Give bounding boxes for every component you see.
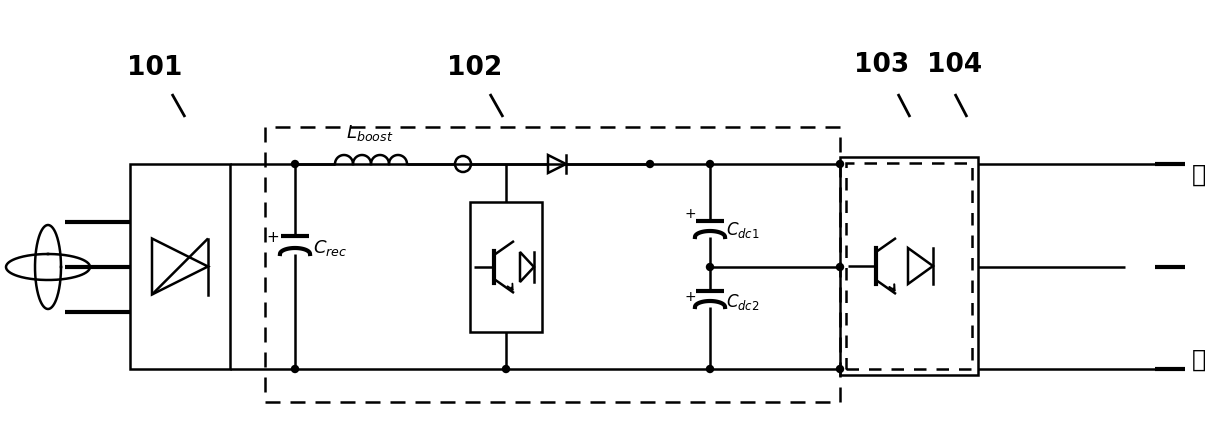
Text: 103: 103	[855, 52, 909, 78]
Circle shape	[836, 366, 844, 373]
Text: +: +	[684, 206, 696, 221]
Text: 102: 102	[447, 55, 502, 81]
Bar	[471, 203, 542, 332]
Text: 电: 电	[1192, 163, 1206, 187]
Circle shape	[707, 366, 713, 373]
Bar	[265, 128, 840, 402]
Bar	[846, 164, 972, 369]
Text: 101: 101	[127, 55, 183, 81]
Text: $L_{boost}$: $L_{boost}$	[346, 123, 394, 143]
Text: $C_{dc1}$: $C_{dc1}$	[727, 219, 759, 240]
Polygon shape	[549, 156, 566, 174]
Circle shape	[836, 264, 844, 271]
Text: $C_{rec}$: $C_{rec}$	[313, 237, 347, 258]
Circle shape	[291, 161, 299, 168]
Polygon shape	[908, 249, 933, 284]
Bar	[130, 165, 230, 369]
Text: $C_{dc2}$: $C_{dc2}$	[727, 291, 759, 311]
Text: 104: 104	[928, 52, 983, 78]
Text: 网: 网	[1192, 347, 1206, 371]
Circle shape	[707, 161, 713, 168]
Circle shape	[646, 161, 653, 168]
Circle shape	[502, 366, 510, 373]
Text: +: +	[684, 289, 696, 303]
Circle shape	[291, 366, 299, 373]
Bar	[840, 158, 978, 375]
Text: +: +	[267, 230, 279, 245]
Circle shape	[707, 264, 713, 271]
Circle shape	[836, 161, 844, 168]
Polygon shape	[521, 252, 534, 283]
